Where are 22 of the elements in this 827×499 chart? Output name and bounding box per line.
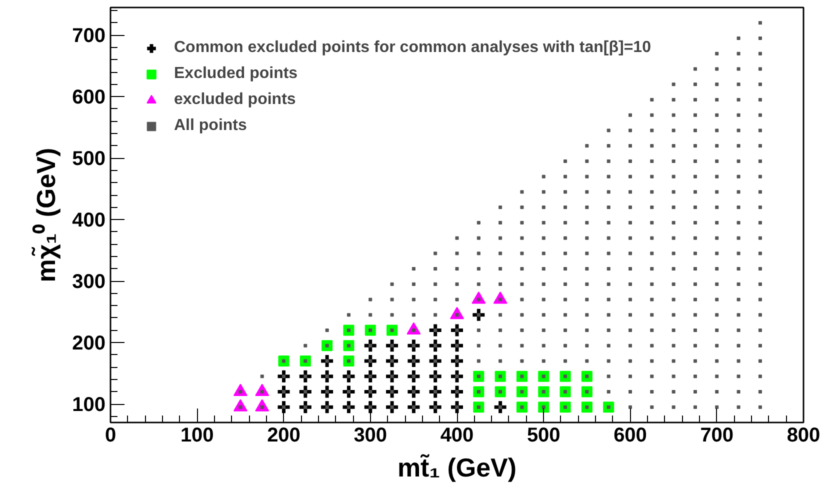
y-tick-label: 700: [72, 25, 106, 48]
y-tick-label: 100: [72, 394, 106, 416]
x-tick-label: 200: [267, 424, 300, 446]
x-tick-label: 300: [354, 424, 388, 446]
y-tick-label: 300: [72, 271, 106, 294]
legend-label: Common excluded points for common analyses with tan[β]=10: [174, 39, 651, 57]
x-tick-label: 500: [526, 424, 560, 446]
x-tick-label: 400: [440, 424, 474, 446]
x-tick-label: 800: [786, 424, 820, 446]
legend-label: Excluded points: [174, 65, 298, 83]
y-tick-label: 200: [72, 332, 106, 355]
x-axis-title: mt̃₁ (GeV): [397, 452, 517, 482]
y-tick-label: 500: [72, 148, 106, 170]
y-tick-label: 400: [72, 210, 106, 232]
legend-label: All points: [174, 117, 247, 135]
x-tick-label: 700: [700, 424, 734, 446]
x-tick-label: 600: [614, 424, 647, 446]
x-tick-label: 100: [180, 424, 214, 446]
legend-label: excluded points: [174, 91, 296, 109]
y-axis-title: mχ̃₁⁰ (GeV): [31, 148, 62, 282]
y-tick-label: 600: [72, 86, 106, 109]
x-tick-label: 0: [104, 424, 116, 446]
